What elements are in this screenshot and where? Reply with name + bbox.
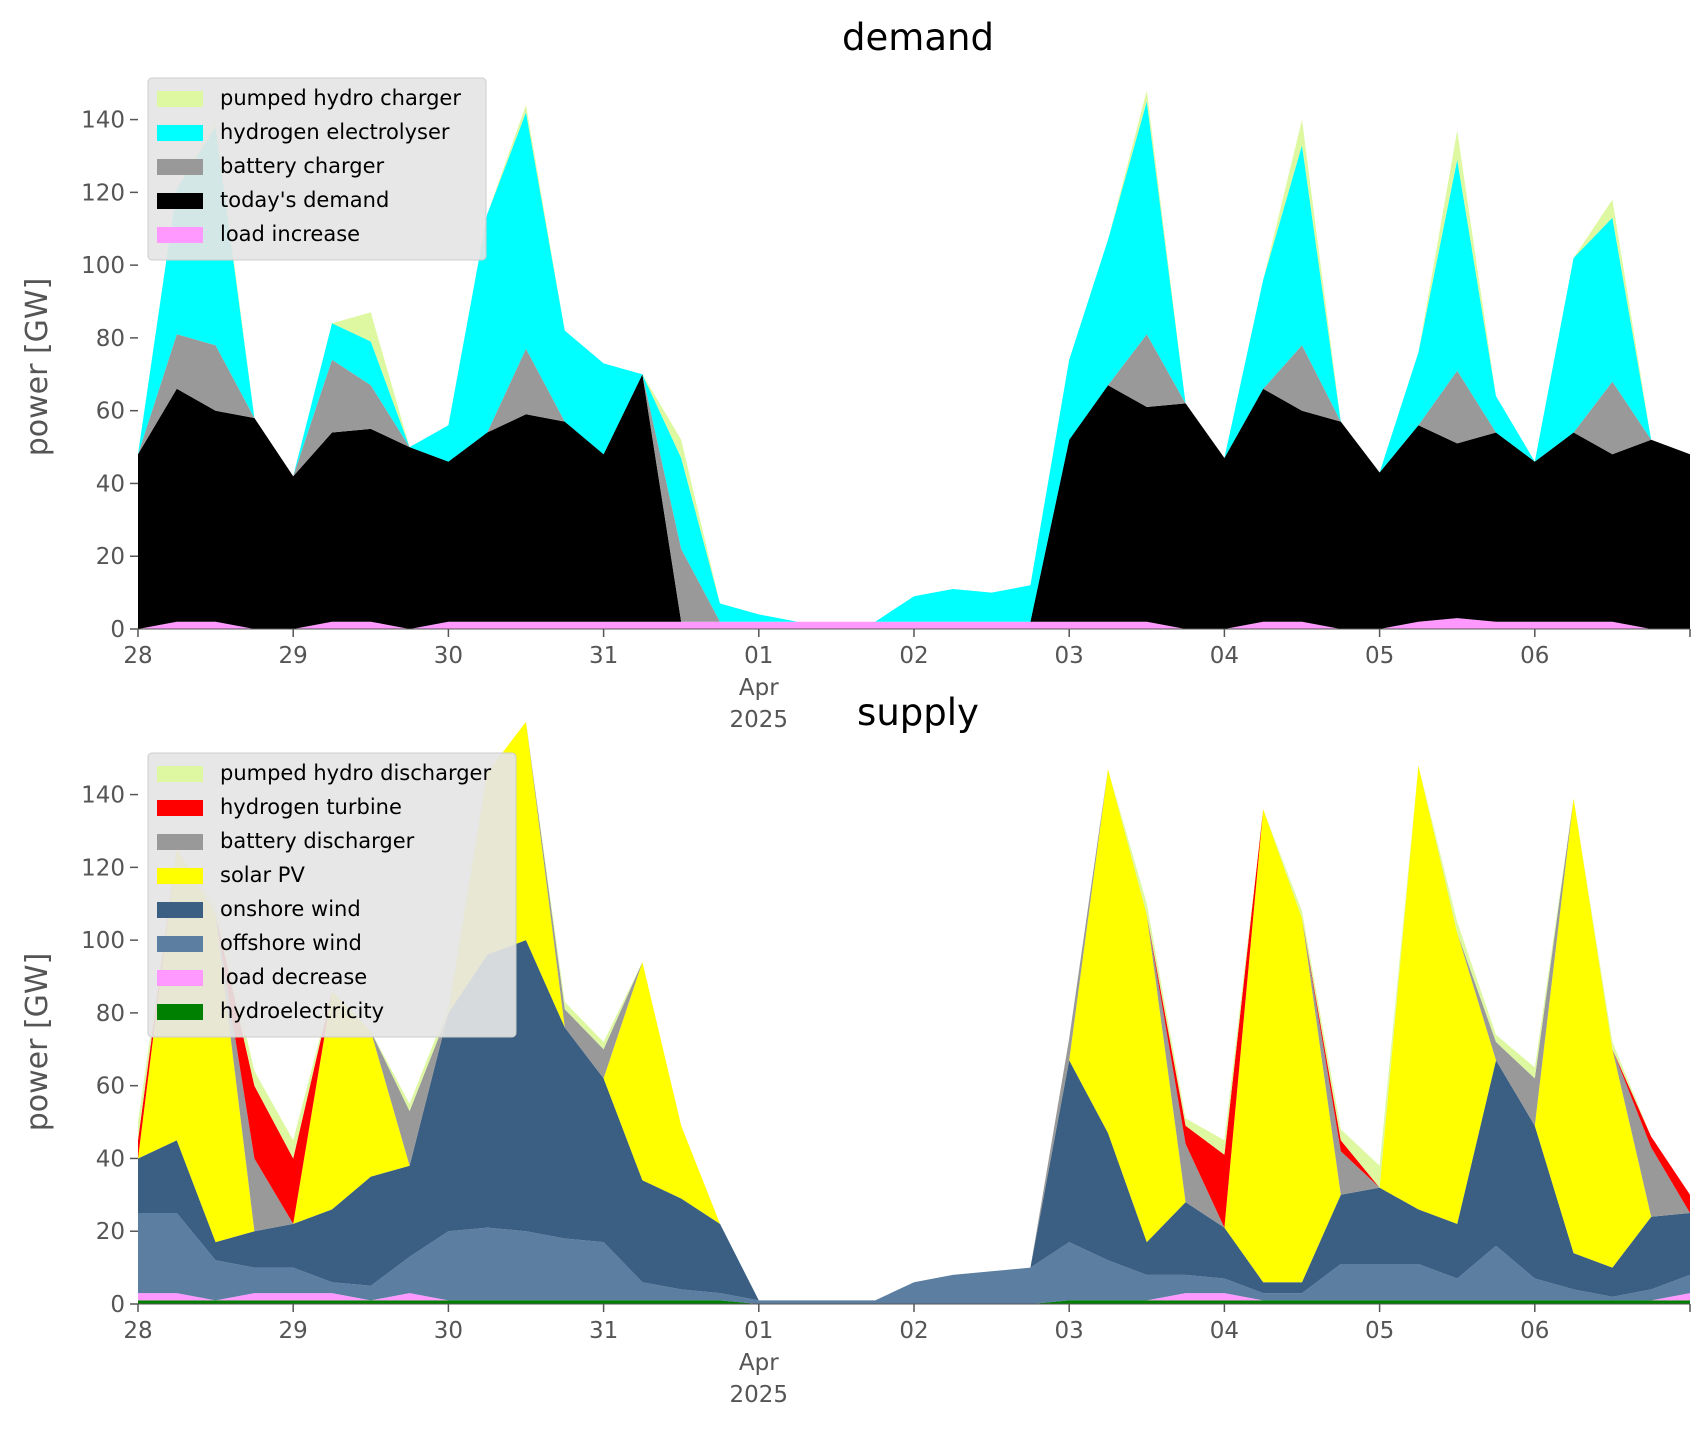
y-tick-label: 120 [81,855,125,881]
x-tick-label: 02 [899,1318,928,1344]
x-tick-label: 03 [1055,1318,1084,1344]
x-tick-label: 30 [434,1318,463,1344]
legend: pumped hydro charger hydrogen electrolyse… [147,77,487,261]
legend-label: solar PV [220,863,305,887]
y-tick-label: 20 [96,1219,125,1245]
x-tick-label: 31 [589,643,618,669]
x-tick-label: 02 [899,643,928,669]
y-tick-label: 0 [110,1292,125,1318]
y-tick-label: 100 [81,928,125,954]
legend-label: today's demand [220,188,389,212]
area-solar-pv [138,721,1690,1301]
x-tick-label: 29 [279,643,308,669]
x-tick-year-label: 2025 [730,1382,789,1408]
axes: 0 20 40 60 80 100 120 140 28 29 30 31 01 Apr 2025 02 03 0… [81,783,1691,1408]
y-tick-label: 60 [96,1074,125,1100]
x-tick-label: 01 [744,1318,773,1344]
legend-label: battery discharger [220,829,415,853]
legend-label: pumped hydro charger [220,86,461,110]
x-tick-year-label: 2025 [730,707,789,733]
area-hydroelectricity [138,1300,1690,1304]
chart-title: supply [857,691,979,734]
x-tick-label: 03 [1055,643,1084,669]
x-tick-label: 04 [1210,643,1239,669]
x-tick-label: 05 [1365,1318,1394,1344]
y-tick-label: 40 [96,1146,125,1172]
x-tick-label: 06 [1520,643,1549,669]
y-tick-label: 20 [96,544,125,570]
x-tick-label: 28 [123,1318,152,1344]
legend-box [147,752,517,1038]
y-tick-label: 140 [81,108,125,134]
area-hydrogen-electrolyser [138,101,1690,622]
legend-swatch [157,936,203,952]
y-tick-label: 60 [96,399,125,425]
area-load-decrease [138,1293,1690,1304]
y-axis-label: power [GW] [20,278,55,457]
axes: 0 20 40 60 80 100 120 140 28 29 30 31 01 Apr 2025 02 03 0… [81,108,1691,733]
y-tick-label: 0 [110,617,125,643]
x-tick-label: 01 [744,643,773,669]
legend-swatch [157,193,203,209]
area-today-s-demand [138,374,1690,629]
legend-label: offshore wind [220,931,362,955]
legend-swatch [157,227,203,243]
y-tick-label: 140 [81,783,125,809]
chart-title: demand [842,16,994,59]
legend-swatch [157,800,203,816]
y-tick-label: 80 [96,1001,125,1027]
x-tick-label: 04 [1210,1318,1239,1344]
legend-swatch [157,902,203,918]
area-load-increase [138,618,1690,629]
x-tick-label: 30 [434,643,463,669]
y-tick-label: 100 [81,253,125,279]
legend-label: load decrease [220,965,367,989]
legend-box [147,77,487,261]
legend-label: hydroelectricity [220,999,384,1023]
legend-label: load increase [220,222,360,246]
legend-label: onshore wind [220,897,361,921]
y-tick-label: 80 [96,326,125,352]
legend-swatch [157,125,203,141]
legend-swatch [157,91,203,107]
x-tick-month-label: Apr [739,675,779,701]
x-tick-label: 29 [279,1318,308,1344]
y-tick-label: 40 [96,471,125,497]
area-battery-charger [138,334,1690,622]
area-layers [138,90,1690,629]
y-tick-label: 120 [81,180,125,206]
y-axis-label: power [GW] [20,953,55,1132]
legend: pumped hydro discharger hydrogen turbine b… [147,752,517,1038]
legend-label: battery charger [220,154,385,178]
legend-swatch [157,766,203,782]
legend-swatch [157,159,203,175]
legend-swatch [157,1004,203,1020]
area-offshore-wind [138,1213,1690,1304]
area-onshore-wind [138,940,1690,1301]
legend-swatch [157,834,203,850]
x-tick-label: 31 [589,1318,618,1344]
legend-swatch [157,868,203,884]
legend-label: hydrogen electrolyser [220,120,450,144]
legend-label: pumped hydro discharger [220,761,491,785]
legend-swatch [157,970,203,986]
x-tick-label: 05 [1365,643,1394,669]
x-tick-label: 06 [1520,1318,1549,1344]
x-tick-label: 28 [123,643,152,669]
x-tick-month-label: Apr [739,1350,779,1376]
legend-label: hydrogen turbine [220,795,402,819]
